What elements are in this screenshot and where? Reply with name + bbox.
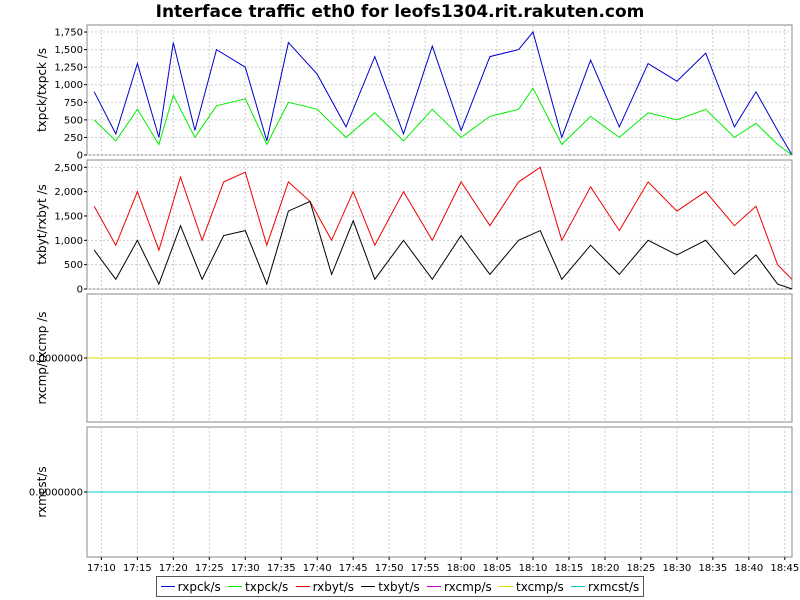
legend-swatch (361, 586, 376, 587)
x-tick-label: 17:15 (123, 563, 152, 574)
x-tick-label: 18:15 (555, 563, 584, 574)
legend-swatch (571, 586, 586, 587)
legend-swatch (427, 586, 442, 587)
plot-area (86, 159, 793, 290)
y-tick-label: 1,500 (54, 211, 83, 222)
y-tick-label: 1,750 (54, 28, 83, 39)
y-tick-label: 0.0000000 (29, 488, 83, 499)
x-tick-label: 17:55 (411, 563, 440, 574)
legend-label: txbyt/s (378, 579, 420, 594)
y-tick-label: 250 (64, 133, 83, 144)
legend-item: txpck/s (228, 580, 288, 594)
x-tick-label: 17:30 (231, 563, 260, 574)
legend-label: rxcmp/s (444, 579, 492, 594)
x-tick-label: 18:00 (447, 563, 476, 574)
x-tick-label: 17:10 (87, 563, 116, 574)
legend-item: rxcmp/s (427, 580, 492, 594)
legend-swatch (498, 586, 513, 587)
y-tick-label: 2,500 (54, 163, 83, 174)
x-tick-label: 18:30 (662, 563, 691, 574)
legend-item: rxmcst/s (571, 580, 639, 594)
legend-swatch (228, 586, 243, 587)
x-tick-label: 18:45 (770, 563, 799, 574)
legend-label: rxmcst/s (588, 579, 640, 594)
x-tick-label: 17:40 (303, 563, 332, 574)
y-axis-label: rxmcst/s (35, 466, 49, 517)
y-axis-label: txpck/txpck /s (35, 48, 49, 132)
legend-label: rxpck/s (177, 579, 221, 594)
y-tick-label: 1,000 (54, 80, 83, 91)
y-tick-label: 0.0000000 (29, 354, 83, 365)
legend-item: rxpck/s (160, 579, 221, 594)
x-tick-label: 17:25 (195, 563, 224, 574)
chart-svg: 0 250 500 750 1,000 1,250 1,500 1,750 txpck/txpc… (29, 24, 799, 574)
y-tick-label: 0 (77, 285, 83, 296)
y-tick-label: 1,500 (54, 45, 83, 56)
x-tick-label: 17:45 (339, 563, 368, 574)
x-tick-label: 18:05 (483, 563, 512, 574)
x-tick-label: 18:10 (519, 563, 548, 574)
plot-area (86, 24, 793, 156)
legend-item: txcmp/s (498, 579, 564, 594)
series-line-txbyt (93, 200, 793, 290)
series-line-txpck (93, 87, 793, 156)
y-tick-label: 1,000 (54, 236, 83, 247)
x-tick-label: 18:35 (698, 563, 727, 574)
series-line-rxbyt (93, 166, 793, 280)
x-tick-label: 18:40 (734, 563, 763, 574)
legend-label: txcmp/s (515, 579, 564, 594)
legend-label: rxbyt/s (312, 579, 354, 594)
x-tick-label: 18:20 (591, 563, 620, 574)
legend-item: txbyt/s (361, 580, 420, 594)
legend-swatch (160, 586, 175, 587)
y-axis-label: rxcmp/txcmp /s (35, 311, 49, 404)
legend-item: rxbyt/s (295, 579, 354, 594)
y-tick-label: 1,250 (54, 63, 83, 74)
series-line-rxpck (93, 30, 793, 156)
y-tick-label: 500 (64, 115, 83, 126)
y-tick-label: 0 (77, 151, 83, 162)
y-tick-label: 500 (64, 260, 83, 271)
y-tick-label: 750 (64, 98, 83, 109)
chart-title: Interface traffic eth0 for leofs1304.rit… (155, 2, 645, 22)
x-tick-label: 18:25 (627, 563, 656, 574)
legend-swatch (295, 586, 310, 587)
y-tick-label: 2,000 (54, 187, 83, 198)
x-tick-label: 17:20 (159, 563, 188, 574)
x-tick-label: 17:35 (267, 563, 296, 574)
y-axis-label: txbyt/rxbyt /s (35, 184, 49, 265)
legend-label: txpck/s (245, 579, 289, 594)
x-tick-label: 17:50 (375, 563, 404, 574)
legend: rxpck/s txpck/s rxbyt/s txbyt/s rxcmp/s txcmp… (156, 576, 644, 597)
